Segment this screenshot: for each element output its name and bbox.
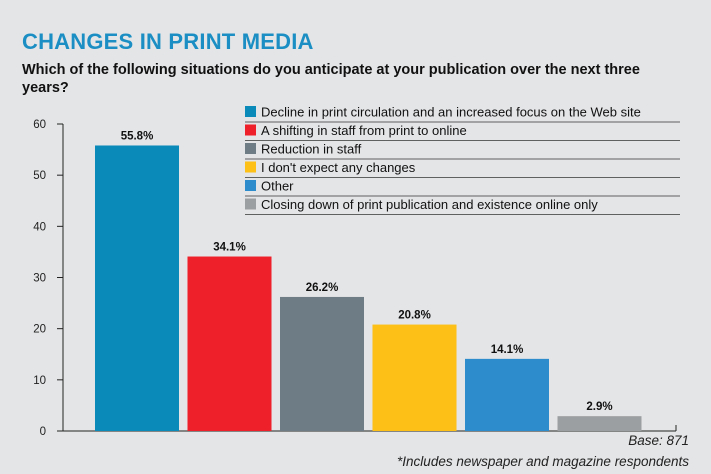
bar-value-label: 2.9% [586,401,612,413]
legend-swatch [245,106,256,117]
legend-swatch [245,180,256,191]
bar [187,256,272,431]
y-tick-label: 50 [33,170,46,182]
legend-label: Decline in print circulation and an incr… [261,105,641,120]
legend-swatch [245,124,256,136]
footnote: *Includes newspaper and magazine respond… [397,454,689,469]
bar [372,324,457,431]
y-tick-label: 20 [33,324,46,336]
base-note: Base: 871 [628,433,689,448]
bar-value-label: 55.8% [121,130,154,142]
y-tick-label: 0 [40,426,46,438]
legend-label: I don't expect any changes [261,160,416,175]
y-tick-label: 60 [33,119,46,131]
legend-swatch [245,143,256,154]
y-tick-label: 10 [33,375,46,387]
y-tick-label: 40 [33,221,46,233]
bar-value-label: 14.1% [491,344,524,356]
legend-swatch [245,161,256,173]
bar-value-label: 20.8% [398,310,431,322]
bar [557,416,642,431]
y-tick-label: 30 [33,273,46,285]
legend-label: Reduction in staff [261,142,362,157]
legend-swatch [245,198,256,210]
bar [465,358,549,431]
bar [280,296,364,431]
legend-label: A shifting in staff from print to online [261,123,467,138]
bar [95,145,179,432]
legend-label: Closing down of print publication and ex… [261,197,598,212]
chart-subtitle: Which of the following situations do you… [22,62,640,96]
bar-value-label: 34.1% [213,242,246,254]
chart-title: CHANGES IN PRINT MEDIA [22,29,314,54]
bar-value-label: 26.2% [306,282,339,294]
legend-label: Other [261,179,294,194]
